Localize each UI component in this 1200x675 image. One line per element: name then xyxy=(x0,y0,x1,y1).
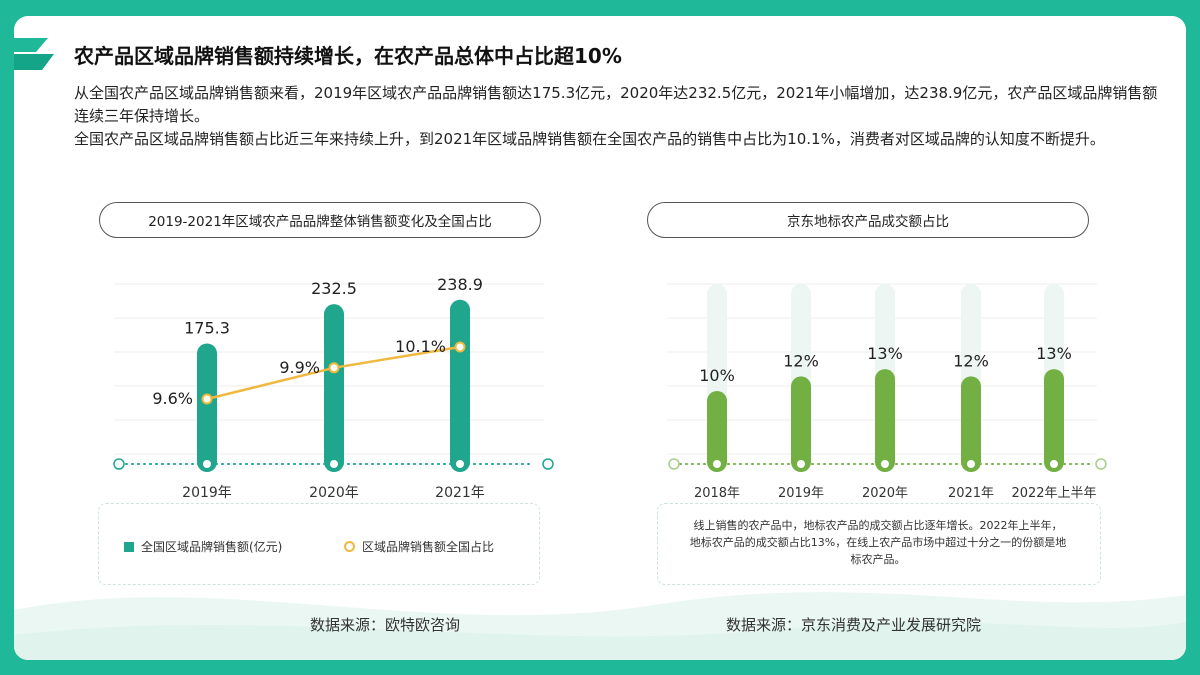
bar-base-dot xyxy=(797,460,805,468)
bar xyxy=(450,299,470,472)
bar-value-label: 175.3 xyxy=(184,318,230,337)
bar xyxy=(875,369,895,472)
intro-paragraph-1: 从全国农产品区域品牌销售额来看，2019年区域农产品品牌销售额达175.3亿元，… xyxy=(74,84,1158,125)
background-wave xyxy=(14,592,1186,660)
legend-bar: 全国区域品牌销售额(亿元) xyxy=(124,538,282,555)
legend-bar-swatch xyxy=(124,541,134,552)
baseline-end-marker xyxy=(542,458,554,470)
bar-base-dot xyxy=(456,460,464,468)
x-tick-label: 2021年 xyxy=(435,485,485,501)
intro-text: 从全国农产品区域品牌销售额来看，2019年区域农产品品牌销售额达175.3亿元，… xyxy=(74,82,1164,151)
share-value-label: 9.6% xyxy=(152,389,193,408)
logo-icon xyxy=(14,38,54,70)
bar-base-dot xyxy=(203,460,211,468)
right-chart: 10% 2018年 12% 2019年 13% 2020年 12% 2021年 13% 2022年… xyxy=(667,283,1107,501)
share-point xyxy=(328,362,340,374)
bar xyxy=(324,304,344,472)
page-title: 农产品区域品牌销售额持续增长，在农产品总体中占比超10% xyxy=(74,44,622,68)
right-note: 线上销售的农产品中，地标农产品的成交额占比逐年增长。2022年上半年，地标农产品… xyxy=(689,519,1067,566)
legend-line: 区域品牌销售额全国占比 xyxy=(344,538,494,555)
bar-value-label: 10% xyxy=(699,366,735,385)
x-tick-label: 2018年 xyxy=(694,486,740,501)
bar xyxy=(1044,369,1064,472)
x-tick-label: 2019年 xyxy=(778,486,824,501)
bar-value-label: 12% xyxy=(783,351,819,370)
left-legend-box xyxy=(98,503,540,585)
x-tick-label: 2020年 xyxy=(309,485,359,501)
bar-value-label: 238.9 xyxy=(437,275,483,294)
intro-paragraph-2: 全国农产品区域品牌销售额占比近三年来持续上升，到2021年区域品牌销售额在全国农… xyxy=(74,130,1105,148)
left-chart: 175.3 2019年 232.5 2020年 238.9 2021年 9.6% 9.9% 10… xyxy=(113,275,554,501)
legend-line-label: 区域品牌销售额全国占比 xyxy=(362,540,495,554)
bar xyxy=(791,376,811,472)
x-tick-label: 2019年 xyxy=(182,485,232,501)
bar-base-dot xyxy=(967,460,975,468)
bar-base-dot xyxy=(1050,460,1058,468)
share-value-label: 10.1% xyxy=(395,337,446,356)
legend-bar-label: 全国区域品牌销售额(亿元) xyxy=(141,540,283,554)
bar-base-dot xyxy=(881,460,889,468)
x-tick-label: 2021年 xyxy=(948,486,994,501)
right-note-box xyxy=(657,503,1101,585)
baseline-end-marker xyxy=(1095,458,1107,470)
bar-value-label: 232.5 xyxy=(311,279,357,298)
left-chart-title: 2019-2021年区域农产品品牌整体销售额变化及全国占比 xyxy=(99,202,541,238)
bar-base-dot xyxy=(330,460,338,468)
bar xyxy=(961,376,981,472)
bar-value-label: 13% xyxy=(1036,344,1072,363)
x-tick-label: 2020年 xyxy=(862,486,908,501)
baseline-start-marker xyxy=(668,458,680,470)
bar-value-label: 12% xyxy=(953,351,989,370)
bar-value-label: 13% xyxy=(867,344,903,363)
bar xyxy=(707,391,727,472)
bar xyxy=(197,343,217,472)
share-value-label: 9.9% xyxy=(279,358,320,377)
legend-line-marker xyxy=(344,541,355,552)
left-source: 数据来源：欧特欧咨询 xyxy=(310,616,461,634)
share-point xyxy=(454,341,466,353)
share-point xyxy=(201,393,213,405)
bar-base-dot xyxy=(713,460,721,468)
right-source: 数据来源：京东消费及产业发展研究院 xyxy=(726,616,982,634)
baseline-start-marker xyxy=(113,458,125,470)
right-chart-title: 京东地标农产品成交额占比 xyxy=(647,202,1089,238)
x-tick-label: 2022年上半年 xyxy=(1011,486,1096,501)
slide-card: 农产品区域品牌销售额持续增长，在农产品总体中占比超10% 从全国农产品区域品牌销… xyxy=(14,16,1186,660)
